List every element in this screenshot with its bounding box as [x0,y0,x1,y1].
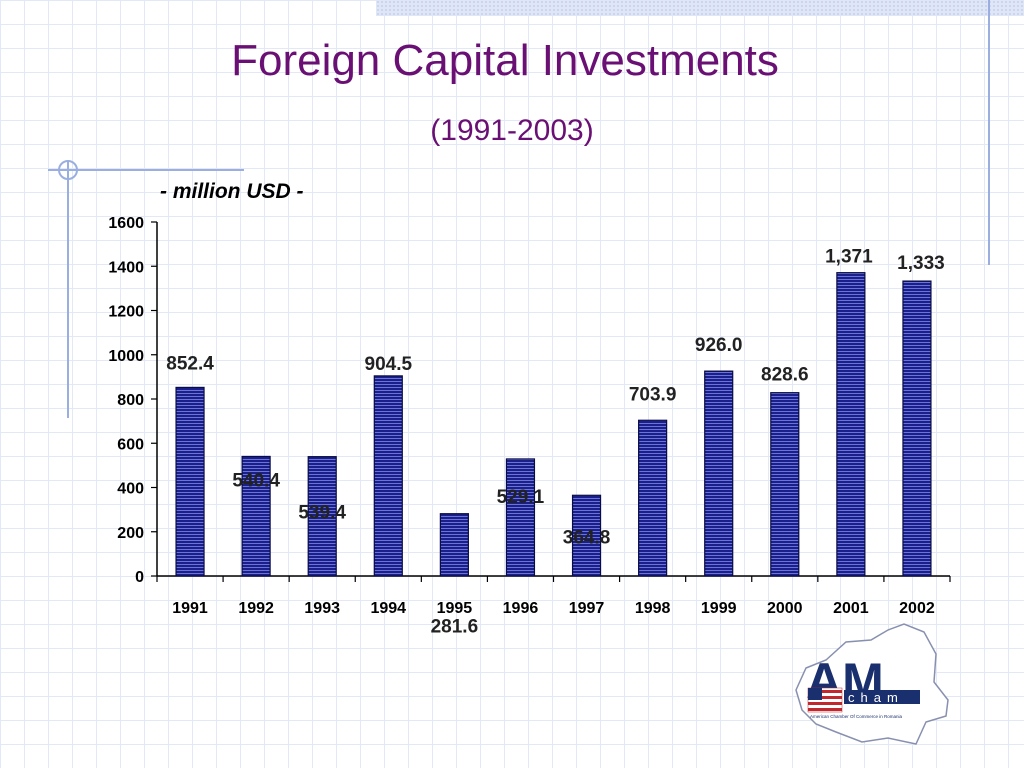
data-label: 1,371 [825,247,873,268]
y-tick-label: 1400 [108,259,144,276]
decorative-line-horizontal [48,169,244,171]
data-label: 904.5 [365,354,413,375]
x-tick-label: 1998 [635,600,671,617]
y-tick-label: 800 [117,392,144,409]
bar [836,272,866,577]
x-tick-label: 1991 [172,600,208,617]
unit-label: - million USD - [160,180,304,203]
x-tick-label: 2002 [899,600,935,617]
bar [638,419,668,577]
bar [175,386,205,577]
bar [439,513,469,577]
x-tick-label: 1999 [701,600,737,617]
y-tick-label: 1200 [108,304,144,321]
y-tick-label: 600 [117,436,144,453]
data-label: 539.4 [298,503,346,524]
x-tick-label: 1996 [503,600,539,617]
x-tick-label: 1997 [569,600,605,617]
romania-map-outline [795,623,949,745]
bar [241,455,271,577]
slide-title: Foreign Capital Investments [231,36,779,85]
top-decorative-band [376,0,1024,16]
y-tick-label: 400 [117,481,144,498]
y-tick-label: 200 [117,525,144,542]
bar [770,392,800,577]
chart-bars [175,272,932,577]
data-label: 926.0 [695,335,743,356]
logo-subword: cham [848,690,904,705]
bar [704,370,734,577]
y-tick-label: 1000 [108,348,144,365]
x-tick-label: 2000 [767,600,803,617]
data-label: 703.9 [629,384,677,405]
decorative-ring [58,160,78,180]
x-tick-label: 1993 [304,600,340,617]
bar [307,456,337,577]
data-label: 364.8 [563,527,611,548]
data-label: 1,333 [897,253,945,274]
x-tick-label: 1992 [238,600,274,617]
x-tick-label: 1994 [370,600,406,617]
decorative-line-right [988,0,990,265]
data-label: 281.6 [431,617,479,638]
bar [373,375,403,577]
bar [902,280,932,577]
us-flag-icon [807,687,843,713]
slide-subtitle: (1991-2003) [430,114,594,147]
bar [505,458,536,577]
data-label: 852.4 [166,353,214,374]
chart-axes: 0 200 400 600 800 1000 1200 1400 1600 [108,215,951,586]
chart-labels: 1991 852.4 1992 540.4 1993 539.4 1994 904.5 1995… [166,247,944,638]
bar [571,494,602,577]
x-tick-label: 2001 [833,600,869,617]
y-tick-label: 1600 [108,215,144,232]
y-tick-label: 0 [135,569,144,586]
logo-tagline: American Chamber Of Commerce in Romania [810,714,903,719]
data-label: 529.1 [497,487,545,508]
data-label: 540.4 [232,470,280,491]
decorative-line-left [67,160,69,418]
x-tick-label: 1995 [437,600,473,617]
amcham-logo: AM cham American Chamber Of Commerce in … [795,623,949,745]
data-label: 828.6 [761,365,809,386]
